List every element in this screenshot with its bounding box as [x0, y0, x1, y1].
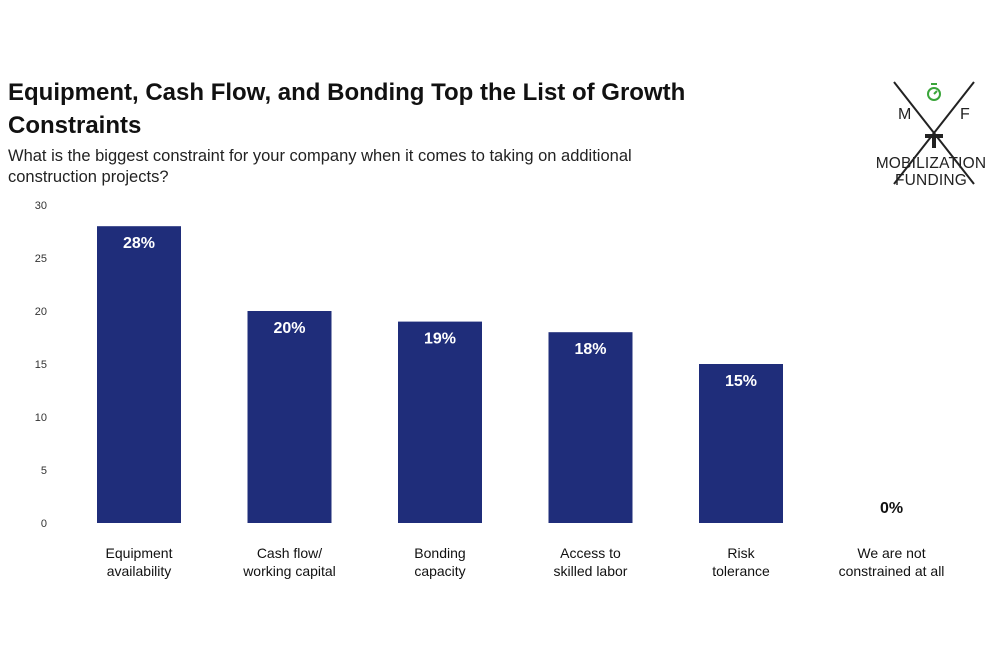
logo-text-line2: FUNDING [894, 172, 967, 189]
company-logo: M F MOBILIZATION FUNDING [868, 78, 994, 190]
bar [398, 321, 482, 523]
category-label: Equipment [106, 545, 173, 561]
logo-text-line1: MOBILIZATION [875, 155, 987, 172]
category-label: working capital [242, 563, 336, 579]
bar [247, 311, 332, 523]
y-tick-label: 15 [35, 359, 47, 371]
category-label: Cash flow/ [257, 545, 322, 561]
stopwatch-icon [927, 87, 941, 101]
category-label: Risk [727, 545, 755, 561]
chart-subtitle: What is the biggest constraint for your … [8, 147, 632, 186]
y-tick-label: 5 [41, 465, 47, 477]
bar-value-label: 28% [123, 235, 155, 252]
bar [699, 364, 783, 523]
chart-title: Equipment, Cash Flow, and Bonding Top th… [8, 79, 686, 139]
y-tick-label: 0 [41, 518, 47, 530]
hammer-icon [925, 134, 943, 148]
category-label: constrained at all [839, 563, 945, 579]
y-tick-label: 30 [35, 200, 47, 212]
logo-letter-m: M [898, 106, 912, 123]
bar-value-label: 0% [880, 500, 903, 517]
category-label: availability [107, 563, 172, 579]
y-tick-label: 10 [35, 412, 47, 424]
logo-letter-f: F [960, 106, 970, 123]
bar-chart: 0 5 10 15 20 25 30 28% Equipment availability 20% C… [35, 200, 945, 579]
category-label: We are not [857, 545, 925, 561]
category-label: Access to [560, 545, 621, 561]
bar [548, 332, 633, 523]
bar-value-label: 15% [725, 373, 757, 390]
y-tick-label: 25 [35, 253, 47, 265]
category-label: skilled labor [554, 563, 628, 579]
bar-value-label: 20% [273, 320, 305, 337]
bar-value-label: 18% [574, 341, 606, 358]
category-label: tolerance [712, 563, 770, 579]
y-tick-label: 20 [35, 306, 47, 318]
logo-cross-icon [893, 81, 975, 185]
bar-value-label: 19% [424, 331, 456, 348]
category-label: capacity [414, 563, 465, 579]
bar [97, 226, 181, 523]
category-label: Bonding [414, 545, 465, 561]
